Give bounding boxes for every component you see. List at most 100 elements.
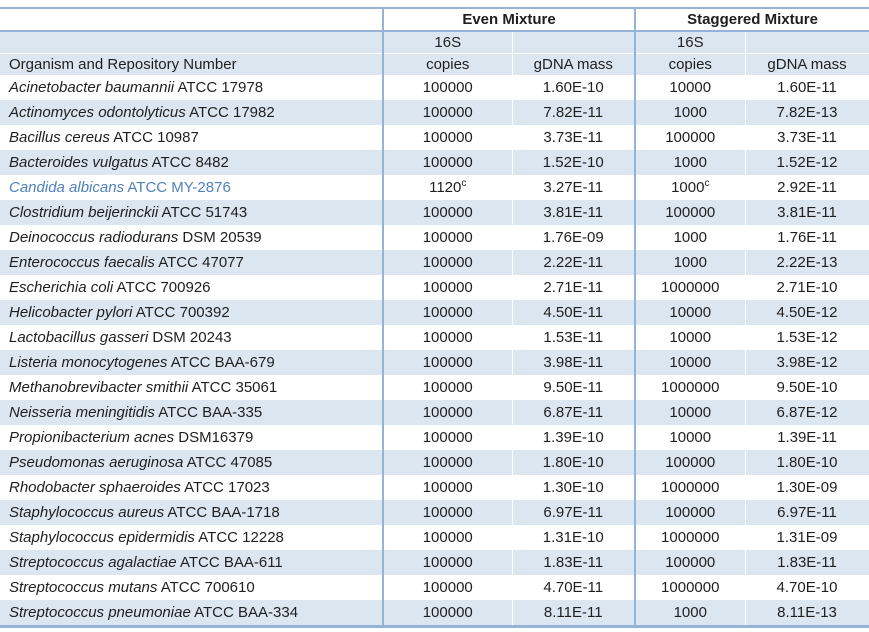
even-gdna-mass-value: 1.52E-10: [512, 150, 636, 175]
even-16s-copies-value: 100000: [382, 425, 513, 450]
staggered-16s-copies-value: 10000: [634, 425, 746, 450]
table-row: Neisseria meningitidis ATCC BAA-335 1000…: [0, 400, 869, 425]
repository-number: ATCC BAA-335: [154, 404, 263, 421]
even-gdna-mass-value: 4.70E-11: [512, 575, 636, 600]
even-16s-copies-value: 100000: [382, 400, 513, 425]
even-copies-label: copies: [382, 53, 513, 75]
subheader-row-16s: 16S 16S: [0, 31, 869, 54]
repository-number: ATCC BAA-334: [190, 604, 299, 621]
organism-name: Clostridium beijerinckii: [9, 204, 159, 221]
even-gdna-mass-value: 2.22E-11: [512, 250, 636, 275]
organism-cell: Neisseria meningitidis ATCC BAA-335: [0, 400, 384, 425]
organism-column-header: Organism and Repository Number: [0, 53, 384, 75]
even-16s-copies-value: 100000: [382, 200, 513, 225]
even-16s-copies-value: 100000: [382, 125, 513, 150]
even-16s-copies-value: 100000: [382, 75, 513, 100]
even-gdna-mass-value: 1.53E-11: [512, 325, 636, 350]
repository-number: DSM16379: [174, 429, 254, 446]
table-row: Acinetobacter baumannii ATCC 17978 10000…: [0, 75, 869, 100]
staggered-gdna-mass-value: 3.73E-11: [745, 125, 869, 150]
table-row: Candida albicans ATCC MY-2876 1120c 3.27…: [0, 175, 869, 200]
staggered-gdna-mass-value: 3.98E-12: [745, 350, 869, 375]
staggered-16s-copies-value: 10000: [634, 300, 746, 325]
staggered-16s-copies-value: 1000000: [634, 475, 746, 500]
organism-name: Staphylococcus aureus: [9, 504, 165, 521]
repository-number: ATCC MY-2876: [124, 179, 231, 196]
organism-cell: Acinetobacter baumannii ATCC 17978: [0, 75, 384, 100]
repository-number: ATCC 12228: [194, 529, 284, 546]
repository-number: DSM 20243: [148, 329, 232, 346]
repository-number: ATCC 47077: [154, 254, 244, 271]
staggered-16s-copies-value: 1000: [634, 225, 746, 250]
even-gdna-mass-value: 2.71E-11: [512, 275, 636, 300]
organism-cell: Enterococcus faecalis ATCC 47077: [0, 250, 384, 275]
repository-number: ATCC 10987: [109, 129, 199, 146]
organism-cell: Actinomyces odontolyticus ATCC 17982: [0, 100, 384, 125]
organism-name: Methanobrevibacter smithii: [9, 379, 189, 396]
staggered-16s-copies-value: 10000: [634, 350, 746, 375]
table-row: Clostridium beijerinckii ATCC 51743 1000…: [0, 200, 869, 225]
staggered-gdna-mass-value: 1.31E-09: [745, 525, 869, 550]
staggered-16s-copies-value: 100000: [634, 500, 746, 525]
table-row: Staphylococcus aureus ATCC BAA-1718 1000…: [0, 500, 869, 525]
staggered-16s-copies-value: 10000: [634, 400, 746, 425]
staggered-16s-copies-value: 10000: [634, 325, 746, 350]
organism-cell: Streptococcus mutans ATCC 700610: [0, 575, 384, 600]
staggered-16s-copies-value: 100000: [634, 125, 746, 150]
repository-number: ATCC 700926: [113, 279, 211, 296]
even-16s-copies-value: 100000: [382, 250, 513, 275]
staggered-copies-label: copies: [634, 53, 746, 75]
table-row: Bacteroides vulgatus ATCC 8482 100000 1.…: [0, 150, 869, 175]
organism-cell: Staphylococcus epidermidis ATCC 12228: [0, 525, 384, 550]
organism-cell: Methanobrevibacter smithii ATCC 35061: [0, 375, 384, 400]
staggered-gdna-mass-value: 6.97E-11: [745, 500, 869, 525]
group-header-staggered-mixture: Staggered Mixture: [634, 8, 869, 32]
organism-name: Bacillus cereus: [9, 129, 110, 146]
even-gdna-mass-value: 4.50E-11: [512, 300, 636, 325]
organism-name: Propionibacterium acnes: [9, 429, 175, 446]
table-row: Methanobrevibacter smithii ATCC 35061 10…: [0, 375, 869, 400]
table-row: Streptococcus agalactiae ATCC BAA-611 10…: [0, 550, 869, 575]
table-row: Deinococcus radiodurans DSM 20539 100000…: [0, 225, 869, 250]
staggered-16s-copies-value: 10000: [634, 75, 746, 100]
subheader-spacer: [0, 31, 384, 54]
even-16s-copies-value: 100000: [382, 300, 513, 325]
even-gdna-mass-value: 1.83E-11: [512, 550, 636, 575]
organism-name: Escherichia coli: [9, 279, 114, 296]
staggered-gdna-mass-value: 1.83E-11: [745, 550, 869, 575]
staggered-16s-copies-value: 100000: [634, 450, 746, 475]
staggered-gdna-mass-value: 1.30E-09: [745, 475, 869, 500]
organism-cell: Propionibacterium acnes DSM16379: [0, 425, 384, 450]
even-gdna-mass-value: 3.73E-11: [512, 125, 636, 150]
even-gdna-mass-value: 1.60E-10: [512, 75, 636, 100]
repository-number: ATCC 8482: [148, 154, 229, 171]
organism-name: Listeria monocytogenes: [9, 354, 168, 371]
even-16s-copies-value: 100000: [382, 325, 513, 350]
staggered-gdna-mass-value: 6.87E-12: [745, 400, 869, 425]
repository-number: ATCC 17023: [180, 479, 270, 496]
even-gdna-mass-value: 8.11E-11: [512, 600, 636, 627]
staggered-gdna-mass-value: 2.22E-13: [745, 250, 869, 275]
staggered-16s-copies-value: 1000: [634, 150, 746, 175]
even-gdna-mass-value: 1.76E-09: [512, 225, 636, 250]
even-gdna-mass-value: 1.80E-10: [512, 450, 636, 475]
organism-name: Rhodobacter sphaeroides: [9, 479, 181, 496]
even-mass-spacer: [512, 31, 636, 54]
even-16s-copies-value: 1120c: [382, 175, 513, 200]
organism-cell: Candida albicans ATCC MY-2876: [0, 175, 384, 200]
staggered-gdna-mass-value: 2.92E-11: [745, 175, 869, 200]
even-gdna-mass-value: 3.27E-11: [512, 175, 636, 200]
table-row: Bacillus cereus ATCC 10987 100000 3.73E-…: [0, 125, 869, 150]
organism-name: Staphylococcus epidermidis: [9, 529, 195, 546]
organism-cell: Streptococcus pneumoniae ATCC BAA-334: [0, 600, 384, 627]
even-gdna-mass-value: 1.39E-10: [512, 425, 636, 450]
staggered-16s-label: 16S: [634, 31, 746, 54]
organism-name: Streptococcus pneumoniae: [9, 604, 191, 621]
repository-number: ATCC 700610: [157, 579, 255, 596]
staggered-gdna-mass-value: 1.39E-11: [745, 425, 869, 450]
staggered-gdna-mass-value: 9.50E-10: [745, 375, 869, 400]
organism-name: Pseudomonas aeruginosa: [9, 454, 184, 471]
even-16s-copies-value: 100000: [382, 225, 513, 250]
organism-cell: Helicobacter pylori ATCC 700392: [0, 300, 384, 325]
organism-cell: Streptococcus agalactiae ATCC BAA-611: [0, 550, 384, 575]
